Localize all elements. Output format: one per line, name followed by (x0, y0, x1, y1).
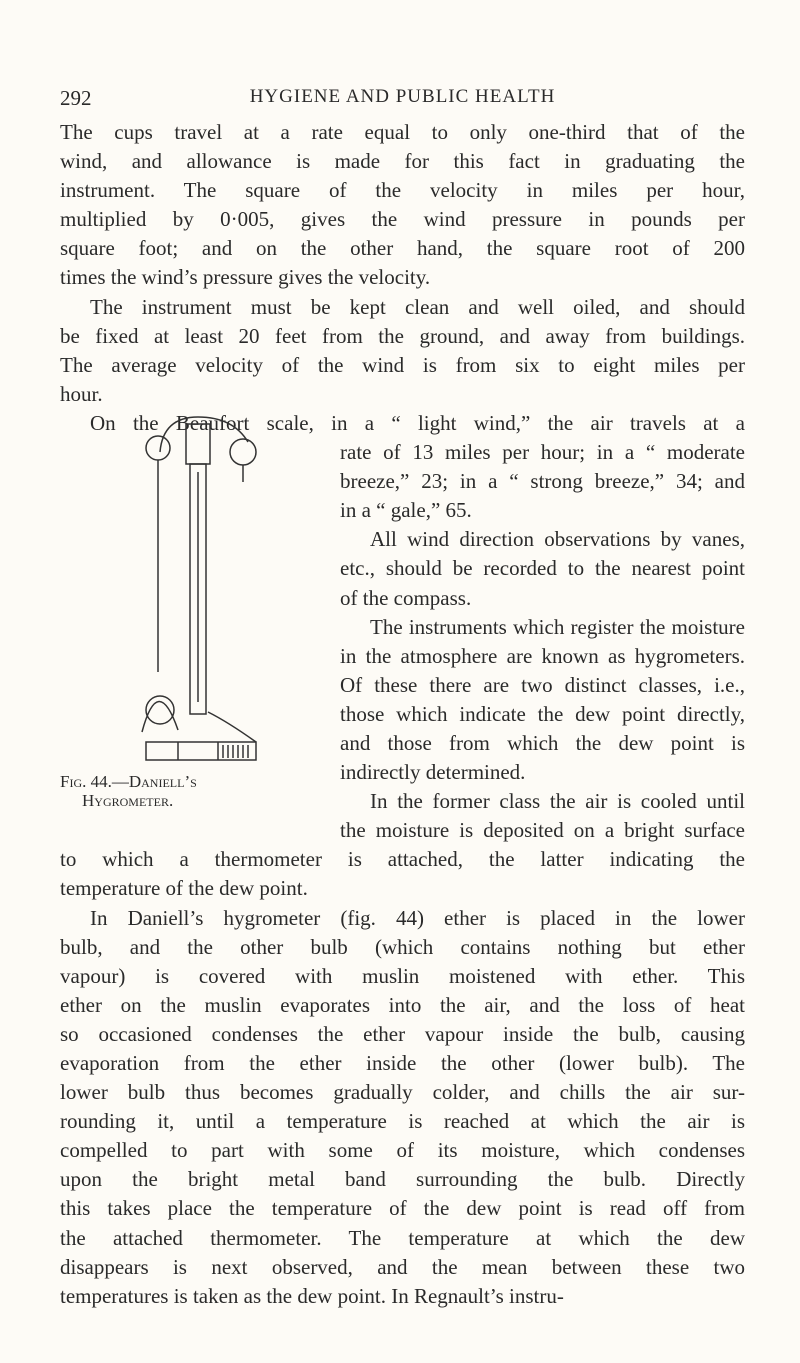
text-line: On the Beaufort scale, in a “ light wind… (90, 410, 745, 435)
text-line: evaporation from the ether inside the ot… (60, 1051, 745, 1075)
text-line: to which a thermometer is attached, the … (60, 847, 745, 872)
body-text: The cups travel at a rate equal to only … (60, 118, 745, 1311)
running-title: HYGIENE AND PUBLIC HEALTH (249, 86, 556, 107)
text-line: and those from which the dew point is (340, 730, 745, 755)
text-line: lower bulb thus becomes gradually colder… (60, 1080, 745, 1105)
text-line: of the compass. (340, 585, 472, 610)
text-line: The instruments which register the moist… (370, 614, 745, 639)
text-line: rate of 13 miles per hour; in a “ modera… (340, 440, 745, 465)
text-line: Of these there are two distinct classes,… (340, 672, 745, 697)
text-line: be fixed at least 20 feet from the groun… (60, 323, 745, 348)
text-line: this takes place the temperature of the … (60, 1196, 745, 1221)
text-line: In the former class the air is cooled un… (370, 789, 745, 814)
text-line: in a “ gale,” 65. (340, 498, 472, 523)
text-line: All wind direction observations by vanes… (370, 527, 745, 552)
text-line: the moisture is deposited on a bright su… (340, 818, 745, 843)
text-line: the attached thermometer. The temperatur… (60, 1225, 745, 1250)
text-line: in the atmosphere are known as hygromete… (340, 643, 745, 668)
text-line: indirectly determined. (340, 760, 526, 785)
text-line: disappears is next observed, and the mea… (60, 1254, 745, 1279)
text-line: compelled to part with some of its moist… (60, 1138, 745, 1163)
text-line: those which indicate the dew point direc… (340, 701, 745, 726)
header: 292 HYGIENE AND PUBLIC HEALTH (60, 86, 745, 116)
text-line: instrument. The square of the velocity i… (60, 178, 745, 203)
text-line: wind, and allowance is made for this fac… (60, 149, 745, 174)
caption-line: Hygrometer. (82, 791, 174, 810)
text-line: times the wind’s pressure gives the velo… (60, 265, 431, 290)
text-line: temperature of the dew point. (60, 876, 308, 901)
hygrometer-figure (141, 416, 257, 761)
text-line: so occasioned condenses the ether vapour… (60, 1021, 745, 1046)
text-line: vapour) is covered with muslin moistened… (60, 963, 745, 988)
text-line: hour. (60, 381, 103, 406)
text-line: temperatures is taken as the dew point. … (60, 1283, 564, 1308)
text-line: bulb, and the other bulb (which contains… (60, 934, 745, 959)
text-line: etc., should be recorded to the nearest … (340, 556, 745, 581)
text-line: square foot; and on the other hand, the … (60, 236, 745, 261)
text-line: The instrument must be kept clean and we… (90, 294, 745, 319)
text-line: In Daniell’s hygrometer (fig. 44) ether … (90, 905, 745, 930)
text-line: multiplied by 0·005, gives the wind pres… (60, 207, 745, 232)
text-line: upon the bright metal band surrounding t… (60, 1167, 745, 1192)
text-line: The average velocity of the wind is from… (60, 352, 745, 377)
text-line: The cups travel at a rate equal to only … (60, 120, 745, 144)
text-line: breeze,” 23; in a “ strong breeze,” 34; … (340, 469, 745, 494)
text-line: ether on the muslin evaporates into the … (60, 992, 745, 1017)
figure-caption: Fig. 44.—Daniell’s Hygrometer. (60, 772, 320, 810)
page-number: 292 (60, 86, 92, 110)
text-line: rounding it, until a temperature is reac… (60, 1109, 745, 1134)
caption-line: Fig. 44.—Daniell’s (60, 772, 197, 791)
